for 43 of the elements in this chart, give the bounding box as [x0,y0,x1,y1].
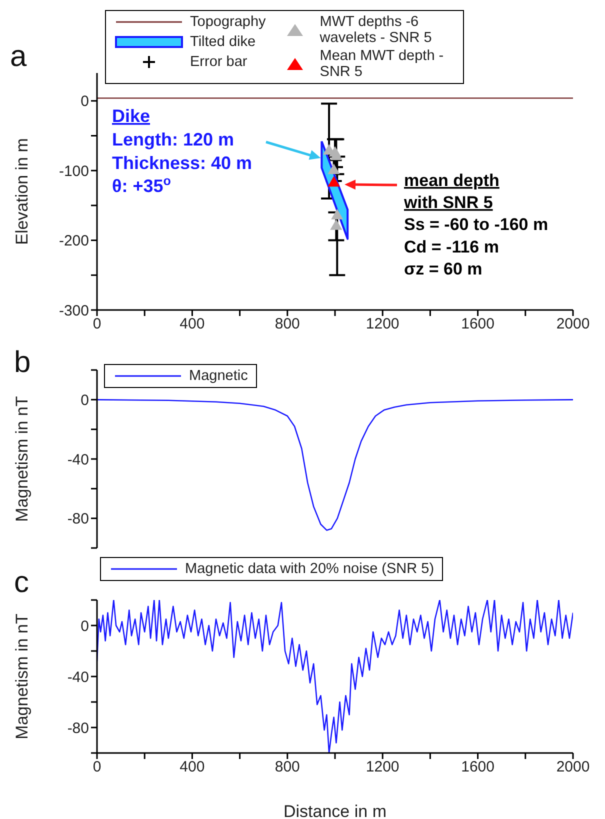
y-tick-label: -80 [67,720,89,737]
legend-label: Topography [190,14,266,30]
y-axis-title: Elevation in m [12,138,32,245]
x-tick-label: 2000 [556,316,590,333]
legend-label: Tilted dike [190,34,256,50]
x-tick-label: 1200 [366,316,400,333]
y-tick-label: -40 [67,451,89,468]
y-axis-title: Magnetism in nT [12,614,32,740]
y-tick-label: -200 [58,232,89,250]
annotation: mean depth with SNR 5 Ss = -60 to -160 m Cd = -116 m σz = 60 m [403,171,548,278]
line-series [97,399,573,531]
text: Error bar [190,54,248,70]
x-tick-label: 1600 [461,316,494,333]
x-tick-label: 400 [180,316,205,333]
y-tick-label: -80 [67,510,89,528]
x-tick-label: 2000 [556,758,590,776]
legend-label: Magnetic data with 20% noise (SNR 5) [185,561,434,577]
x-tick-label: 0 [92,316,102,333]
y-tick-label: 0 [80,618,89,635]
y-axis-title: Magnetism in nT [12,396,32,522]
x-tick-label: 800 [274,758,300,776]
point [328,176,340,187]
x-tick-label: 1200 [366,758,400,776]
legend-label: Mean MWT depth - SNR 5 [320,48,445,80]
point [328,164,340,174]
legend-label: MWT depths -6 wavelets - SNR 5 [320,14,433,46]
x-tick-label: 0 [92,758,102,776]
y-tick-label: -100 [58,162,89,180]
y-tick-label: 0 [80,392,89,409]
x-tick-label: 400 [180,758,205,776]
chart-title: b [14,346,31,379]
legend-label: Magnetic [189,368,248,384]
annotation: Dike Length: 120 m Thickness: 40 m θ: +35$^{o}$ [112,106,252,196]
x-tick-label: 800 [274,316,300,333]
y-tick-label: -40 [67,668,89,686]
x-axis-title: Distance in m [284,802,386,819]
y-tick-label: 0 [80,93,89,110]
y-tick-label: -300 [58,302,89,320]
chart-title: a [10,40,27,73]
x-tick-label: 1600 [461,758,494,776]
point [330,219,342,230]
chart-title: c [14,566,29,599]
point [331,208,344,220]
